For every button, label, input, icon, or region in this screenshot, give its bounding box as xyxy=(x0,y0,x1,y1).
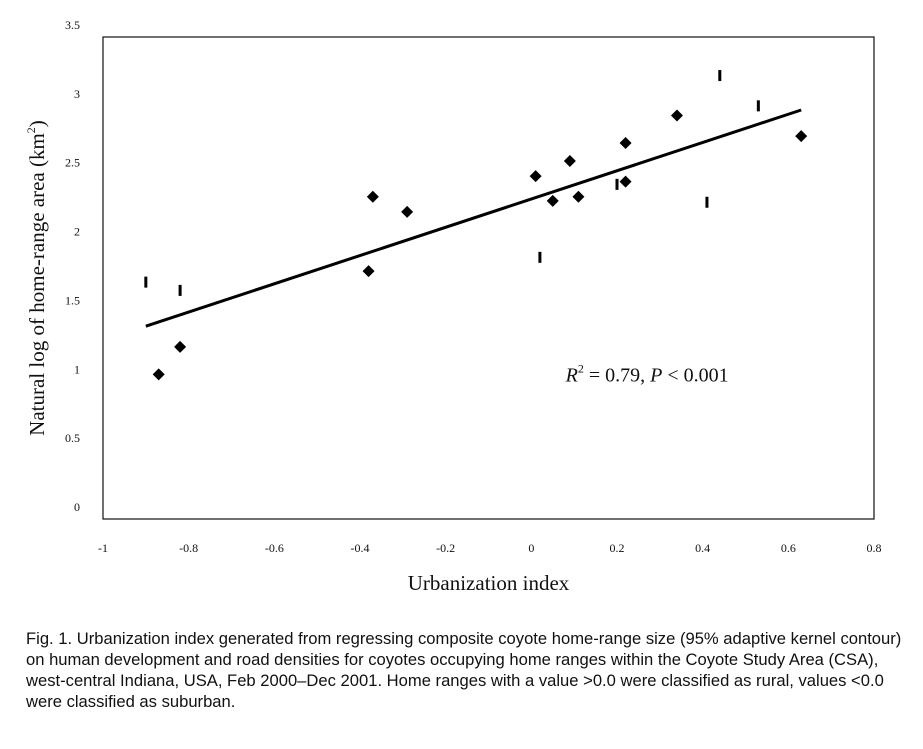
x-tick-label: 0.8 xyxy=(867,541,882,555)
annotation-r-superscript: 2 xyxy=(578,361,584,375)
bar-marker-point xyxy=(615,178,619,190)
annotation-p: P xyxy=(649,364,662,386)
bar-marker-point xyxy=(756,100,760,112)
x-tick-label: -0.6 xyxy=(265,541,284,555)
figure-caption: Fig. 1. Urbanization index generated fro… xyxy=(26,629,902,711)
diamond-point xyxy=(366,190,379,203)
diamond-point xyxy=(670,109,683,122)
diamond-point xyxy=(362,265,375,278)
scatter-chart: -1 -0.8 -0.6 -0.4 -0.2 0 0.2 0.4 0.6 0.8 0 0.5 1 1.5… xyxy=(24,18,882,595)
diamond-point xyxy=(529,170,542,183)
x-axis-title: Urbanization index xyxy=(408,571,570,595)
bar-marker-point xyxy=(144,276,148,288)
bar-marker-point xyxy=(538,251,542,263)
bar-marker-point xyxy=(718,70,722,82)
diamond-point xyxy=(563,154,576,167)
y-tick-label: 2.5 xyxy=(65,156,80,170)
diamond-point xyxy=(619,137,632,150)
diamond-point xyxy=(546,194,559,207)
annotation-r: R xyxy=(565,364,578,386)
x-tick-label: -1 xyxy=(98,541,108,555)
x-tick-label: -0.2 xyxy=(436,541,455,555)
y-tick-label: 1.5 xyxy=(65,293,80,307)
y-tick-label: 2 xyxy=(74,225,80,239)
y-axis-title-main: Natural log of home-range area (km xyxy=(25,133,49,436)
annotation-p-value: < 0.001 xyxy=(662,364,728,386)
x-tick-label: -0.4 xyxy=(351,541,370,555)
plot-area-frame xyxy=(102,36,875,520)
diamond-point xyxy=(152,368,165,381)
y-tick-label: 3 xyxy=(74,87,80,101)
annotation-r2-value: = 0.79, xyxy=(584,364,650,386)
y-axis-title-end: ) xyxy=(25,120,49,127)
diamond-point xyxy=(619,175,632,188)
regression-annotation: R2 = 0.79, P < 0.001 xyxy=(565,361,729,386)
x-axis-ticks: -1 -0.8 -0.6 -0.4 -0.2 0 0.2 0.4 0.6 0.8 xyxy=(98,541,882,555)
y-tick-label: 0 xyxy=(74,500,80,514)
bar-marker-point xyxy=(705,196,709,208)
data-points xyxy=(144,70,808,381)
bar-marker-point xyxy=(178,284,182,296)
y-axis-title-superscript: 2 xyxy=(24,127,38,133)
diamond-point xyxy=(795,130,808,143)
x-tick-label: 0.6 xyxy=(781,541,796,555)
diamond-point xyxy=(174,340,187,353)
y-tick-label: 1 xyxy=(74,362,80,376)
x-tick-label: 0 xyxy=(528,541,534,555)
diamond-point xyxy=(401,205,414,218)
regression-line xyxy=(145,108,802,328)
diamond-point xyxy=(572,190,585,203)
x-tick-label: 0.4 xyxy=(695,541,710,555)
y-tick-label: 0.5 xyxy=(65,431,80,445)
y-tick-label: 3.5 xyxy=(65,18,80,32)
x-tick-label: 0.2 xyxy=(610,541,625,555)
y-axis-ticks: 0 0.5 1 1.5 2 2.5 3 3.5 xyxy=(65,18,80,514)
x-tick-label: -0.8 xyxy=(179,541,198,555)
y-axis-title: Natural log of home-range area (km2) xyxy=(24,120,49,436)
